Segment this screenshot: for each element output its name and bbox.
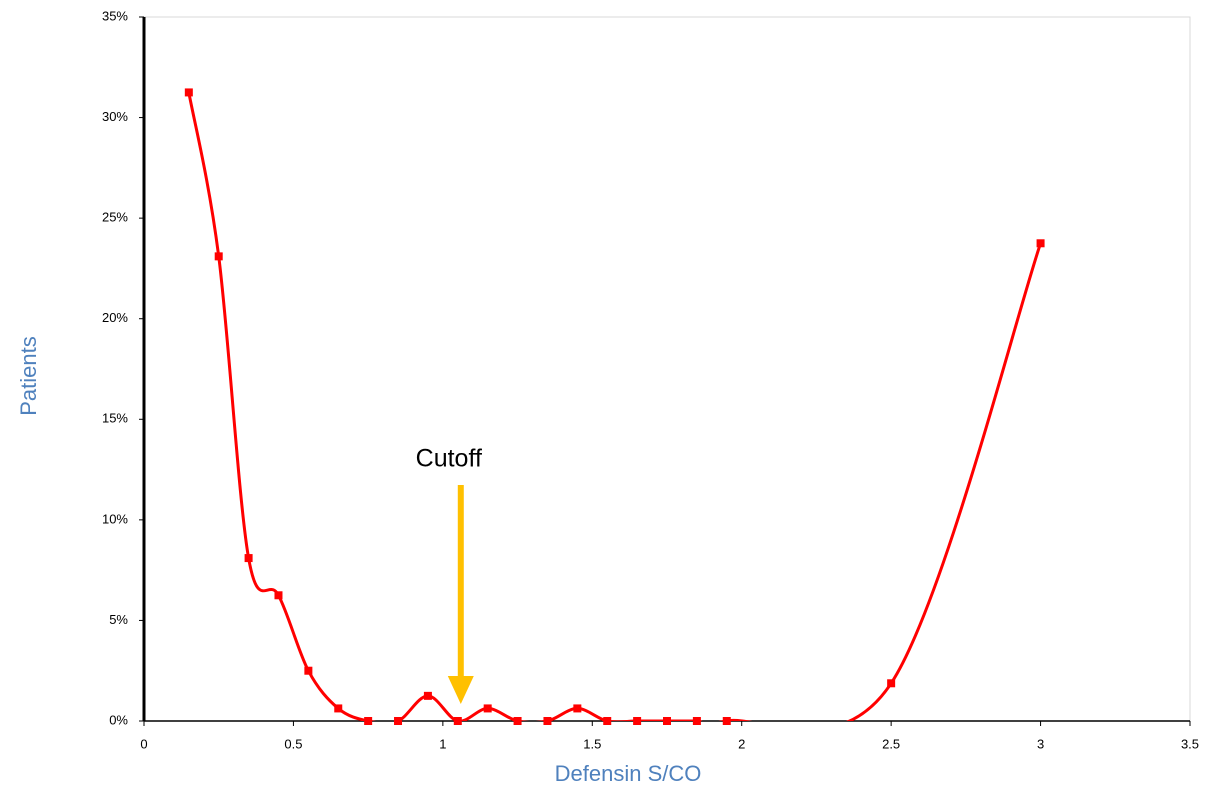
x-tick-label: 3 <box>1037 736 1044 751</box>
y-axis-title: Patients <box>16 336 41 416</box>
x-tick-label: 2 <box>738 736 745 751</box>
annotation-text: Cutoff <box>416 445 482 473</box>
y-tick-label: 35% <box>102 8 128 23</box>
x-tick-label: 0 <box>140 736 147 751</box>
y-tick-label: 20% <box>102 310 128 325</box>
annotation-arrowhead <box>447 676 474 704</box>
series-line <box>187 92 1042 721</box>
x-tick-label: 3.5 <box>1181 736 1199 751</box>
point-marker <box>483 704 492 713</box>
point-marker <box>722 717 731 725</box>
x-tick-label: 1 <box>439 736 446 751</box>
point-marker <box>633 717 642 725</box>
point-marker <box>603 717 612 725</box>
point-marker <box>214 252 223 261</box>
y-tick-label: 0% <box>109 712 128 727</box>
point-marker <box>423 691 432 700</box>
point-marker <box>663 717 671 725</box>
point-marker <box>394 717 403 725</box>
point-marker <box>453 717 462 725</box>
point-marker <box>543 717 552 725</box>
point-marker <box>887 679 896 688</box>
point-marker <box>184 88 193 97</box>
y-tick-label: 10% <box>102 511 128 526</box>
point-marker <box>692 717 701 725</box>
y-tick-label: 25% <box>102 210 128 225</box>
plot-frame <box>143 16 1191 722</box>
y-tick-label: 5% <box>109 612 128 627</box>
x-tick-label: 0.5 <box>284 736 302 751</box>
x-tick-label: 2.5 <box>882 736 900 751</box>
x-axis-title: Defensin S/CO <box>555 761 702 786</box>
point-marker <box>304 666 313 675</box>
y-tick-label: 30% <box>102 109 128 124</box>
x-tick-label: 1.5 <box>583 736 601 751</box>
point-marker <box>1036 239 1045 248</box>
point-marker <box>334 704 343 713</box>
point-marker <box>244 554 253 563</box>
point-marker <box>513 717 522 725</box>
y-tick-label: 15% <box>102 411 128 426</box>
point-marker <box>573 704 582 713</box>
point-marker <box>274 591 283 600</box>
point-marker <box>364 717 373 725</box>
